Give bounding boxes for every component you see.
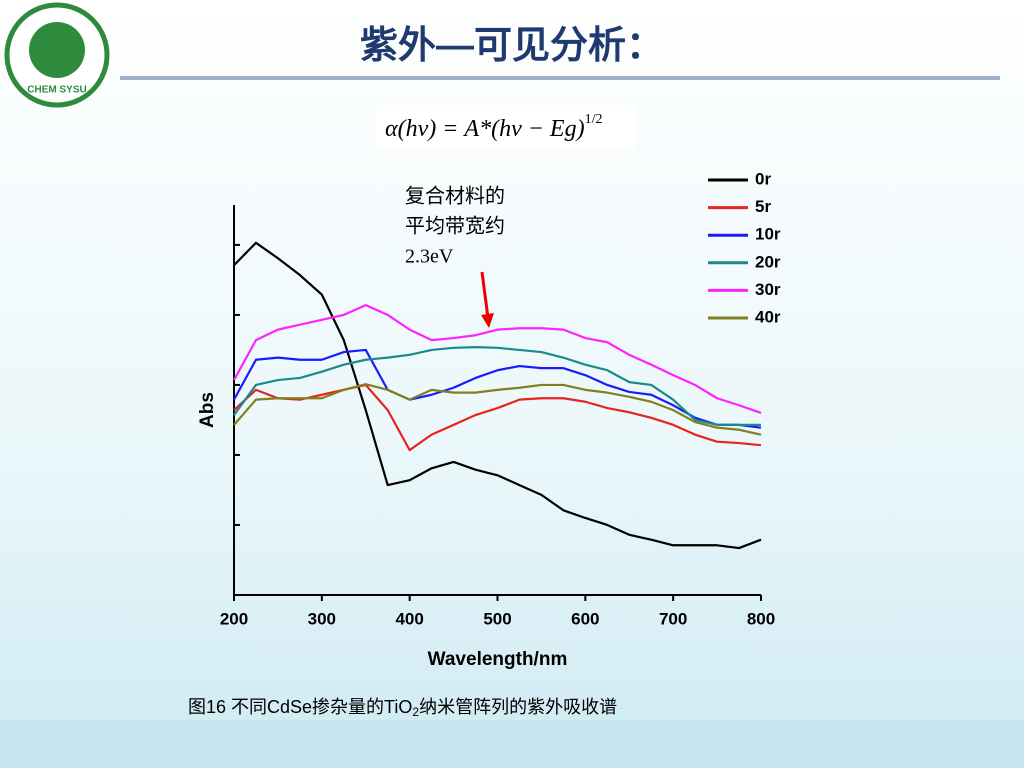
annotation: 平均带宽约 [405, 215, 505, 238]
y-axis-label: Abs [197, 392, 218, 428]
slide-title: 紫外—可见分析： [360, 25, 664, 67]
legend-label: 5r [755, 197, 771, 216]
caption-sub: 2 [412, 705, 419, 719]
legend-label: 0r [755, 169, 771, 188]
wave-band [0, 720, 1024, 768]
caption-text: 纳米管阵列的紫外吸收谱 [419, 697, 617, 717]
series-line [233, 383, 762, 452]
header-rule [120, 76, 1000, 80]
x-tick-label: 200 [220, 609, 248, 628]
x-axis-label: Wavelength/nm [428, 649, 568, 670]
formula-main: α(hν) = A*(hν − Eg) [385, 116, 585, 142]
x-tick-label: 600 [571, 609, 599, 628]
formula-box [375, 105, 635, 150]
logo-text: CHEM SYSU [27, 85, 86, 96]
legend-label: 20r [755, 252, 781, 271]
legend-label: 10r [755, 225, 781, 244]
annotation: 复合材料的 [405, 185, 505, 208]
formula-sup: 1/2 [585, 112, 603, 127]
series-line [233, 383, 762, 436]
x-tick-label: 500 [483, 609, 511, 628]
annotation-arrow [480, 271, 490, 319]
chart: 200 300 400 500 600 700 800 Wavelength/nm Abs 复合材… [197, 169, 781, 670]
formula: α(hν) = A*(hν − Eg)1/2 [385, 112, 602, 141]
legend-label: 40r [755, 307, 781, 326]
x-tick-label: 700 [659, 609, 687, 628]
series-line [233, 304, 762, 414]
series-line [233, 241, 762, 550]
x-tick-label: 400 [395, 609, 423, 628]
annotation: 2.3eV [405, 246, 454, 268]
x-tick-label: 800 [747, 609, 775, 628]
caption: 图16 不同CdSe掺杂量的TiO2纳米管阵列的紫外吸收谱 [188, 697, 617, 719]
series-line [233, 346, 761, 426]
caption-text: 图16 不同CdSe掺杂量的TiO [188, 697, 412, 717]
logo-mark [29, 22, 85, 78]
annotation-arrowhead [481, 313, 494, 328]
legend-label: 30r [755, 280, 781, 299]
series-line [233, 348, 762, 429]
x-tick-label: 300 [308, 609, 336, 628]
